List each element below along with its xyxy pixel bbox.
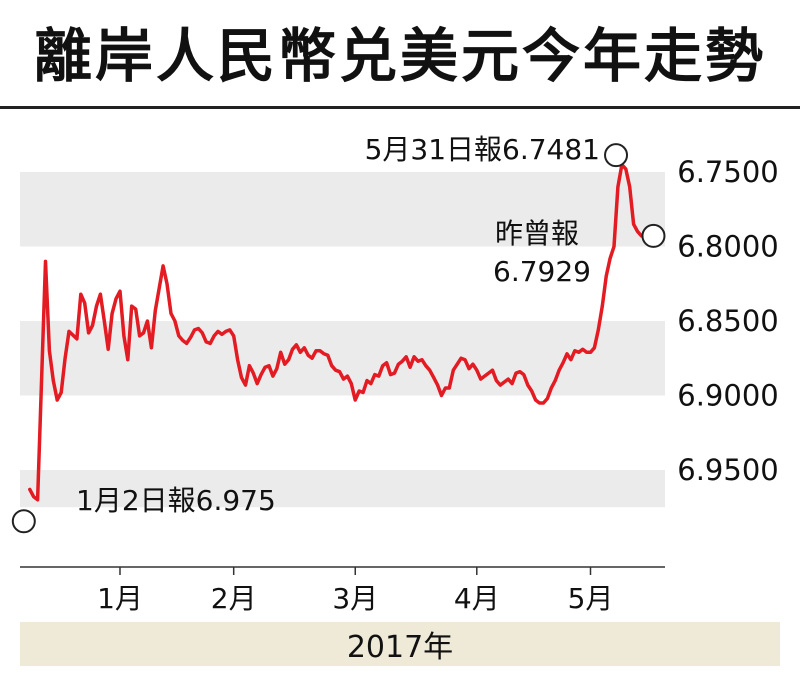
y-tick-label: 6.9500 <box>677 453 778 487</box>
y-tick-label: 6.8500 <box>677 304 778 338</box>
title-rule <box>0 106 800 109</box>
x-tick-label: 2月 <box>211 582 257 615</box>
x-tick-label: 3月 <box>332 582 378 615</box>
y-axis-ticks: 6.7500 6.8000 6.8500 6.9000 6.9500 <box>677 155 778 487</box>
annotation-latest-label: 昨曾報 <box>495 217 579 250</box>
annotation-latest-value: 6.7929 <box>493 255 591 288</box>
line-chart: 6.7500 6.8000 6.8500 6.9000 6.9500 1月 2月 3月 4月 5… <box>11 133 779 615</box>
x-axis-year-band: 2017年 <box>20 622 780 666</box>
x-tick-label: 4月 <box>454 582 500 615</box>
background-band <box>20 172 665 247</box>
x-axis-ticks: 1月 2月 3月 4月 5月 <box>97 567 613 615</box>
annotation-peak-label: 5月31日報6.7481 <box>365 133 600 166</box>
x-tick-label: 5月 <box>568 582 614 615</box>
annotation-marker <box>641 223 666 248</box>
background-band <box>20 470 665 508</box>
x-axis-year-label: 2017年 <box>346 630 454 665</box>
chart-title: 離岸人民幣兑美元今年走勢 <box>33 22 766 90</box>
background-bands <box>20 172 665 508</box>
y-tick-label: 6.7500 <box>677 155 778 189</box>
y-tick-label: 6.8000 <box>677 230 778 264</box>
y-tick-label: 6.9000 <box>677 379 778 413</box>
annotation-start-label: 1月2日報6.975 <box>76 484 276 517</box>
x-tick-label: 1月 <box>97 582 143 615</box>
series-line <box>28 162 644 502</box>
annotation-marker <box>604 143 629 168</box>
annotation-marker <box>11 509 36 534</box>
annotation-markers <box>11 143 666 534</box>
